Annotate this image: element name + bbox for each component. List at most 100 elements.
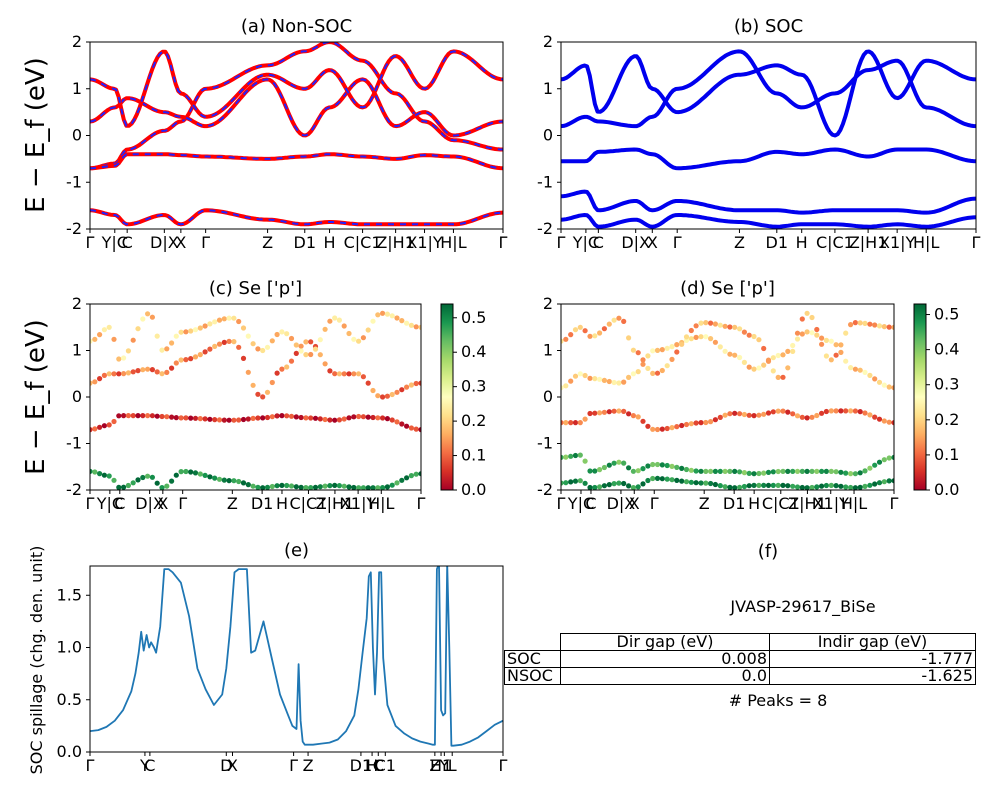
band-point — [561, 338, 564, 344]
band-point — [819, 468, 825, 474]
band-point — [279, 366, 285, 372]
ytick-label: 1 — [543, 79, 553, 98]
band-point — [140, 367, 146, 373]
table-row-label: SOC — [504, 650, 561, 668]
band-point — [389, 417, 395, 423]
band-point — [221, 417, 227, 423]
xtick-label: C — [373, 756, 384, 775]
band-point — [876, 480, 883, 486]
band-point — [130, 369, 136, 375]
ytick-label: 1 — [72, 79, 82, 98]
band-point — [843, 330, 849, 336]
plot-area — [90, 566, 503, 747]
xtick-label: X1|Y — [813, 494, 850, 513]
band-point — [226, 417, 232, 423]
panel-title: (d) Se ['p'] — [680, 278, 775, 299]
band-point — [780, 352, 786, 358]
band-point — [654, 461, 661, 468]
xtick-label: D1 — [251, 494, 274, 513]
band-point — [351, 336, 357, 342]
ytick-label: -1 — [66, 434, 82, 453]
band-point — [250, 341, 256, 347]
band-point — [616, 459, 622, 465]
band-line-4 — [90, 208, 503, 227]
band-point — [169, 414, 175, 420]
band-point — [891, 420, 894, 426]
xtick-label: Γ — [201, 233, 210, 252]
band-point — [814, 412, 820, 419]
band-point — [202, 472, 208, 478]
band-point — [611, 379, 617, 386]
xtick-label: Γ — [178, 494, 187, 513]
band-point — [245, 333, 251, 339]
band-point — [669, 463, 675, 469]
ylabel-row1: E − E_f (eV) — [21, 57, 51, 213]
band-point — [606, 378, 612, 385]
xtick-label: Z — [734, 233, 745, 252]
band-point — [183, 329, 189, 335]
band-point — [240, 355, 247, 361]
band-point — [116, 371, 122, 377]
band-point — [121, 484, 127, 490]
band-point — [804, 485, 810, 490]
band-point — [804, 329, 810, 335]
ytick-label: 1 — [543, 341, 553, 360]
band-point — [413, 324, 419, 330]
band-point — [674, 464, 680, 470]
band-point — [336, 417, 342, 423]
band-point — [260, 485, 266, 490]
band-point — [674, 342, 680, 348]
band-point — [101, 423, 107, 429]
band-point — [823, 337, 830, 343]
band-point — [346, 330, 352, 337]
band-point — [577, 420, 583, 426]
band-point — [264, 484, 271, 490]
band-point — [264, 344, 271, 350]
band-point — [207, 321, 213, 327]
band-point — [761, 345, 767, 352]
band-point — [298, 348, 304, 354]
band-point — [250, 483, 256, 489]
band-point — [664, 476, 670, 482]
band-point — [561, 480, 564, 486]
band-point — [255, 391, 261, 397]
band-point — [298, 343, 304, 349]
xtick-label: C|C1 — [289, 494, 327, 513]
colorbar-tick-label: 0.0 — [461, 480, 486, 499]
band-point — [332, 417, 338, 423]
band-point — [621, 379, 627, 385]
band-point — [568, 479, 574, 485]
band-point — [814, 332, 820, 338]
band-point — [149, 314, 155, 320]
band-point — [823, 468, 830, 474]
band-point — [197, 325, 203, 331]
band-point — [616, 315, 622, 321]
band-point — [92, 469, 98, 475]
band-point — [732, 324, 738, 330]
band-point — [341, 483, 347, 489]
band-point — [327, 318, 333, 324]
band-point — [327, 417, 333, 423]
band-line-1 — [561, 49, 976, 129]
band-point — [245, 482, 251, 488]
band-point — [664, 345, 670, 351]
band-point — [90, 427, 93, 433]
band-point — [188, 415, 194, 421]
band-point — [216, 417, 223, 423]
band-point — [645, 365, 651, 371]
band-point — [611, 408, 617, 414]
band-point — [823, 353, 830, 359]
band-point — [833, 483, 839, 489]
band-point — [597, 376, 603, 382]
xtick-label: Γ — [86, 233, 95, 252]
band-point — [317, 352, 323, 358]
ytick-label: 1.0 — [57, 638, 82, 657]
band-point — [852, 408, 859, 414]
band-point — [375, 312, 381, 318]
band-point — [843, 470, 849, 476]
band-point — [97, 332, 103, 338]
band-point — [872, 414, 878, 420]
ytick-label: -1 — [66, 172, 82, 191]
band-point — [722, 348, 728, 354]
